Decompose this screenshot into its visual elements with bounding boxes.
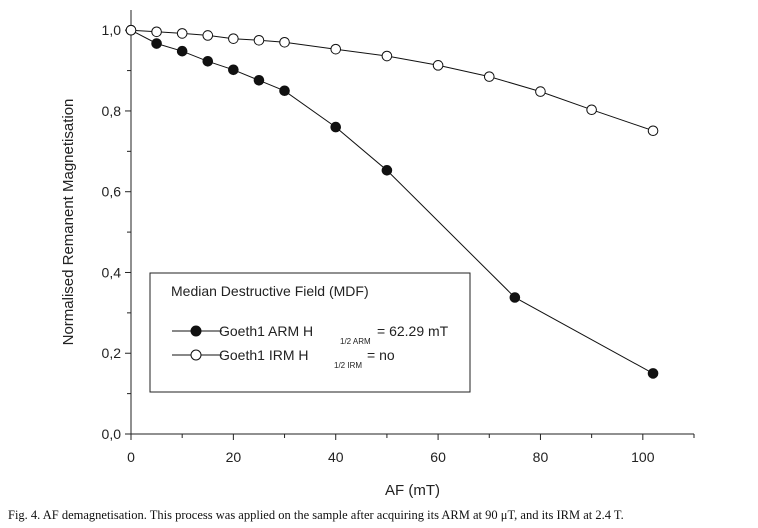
data-point — [381, 165, 393, 176]
series-irm — [125, 24, 659, 137]
data-point — [381, 50, 393, 62]
y-tick-label: 0,8 — [102, 103, 122, 119]
x-axis-title: AF (mT) — [385, 482, 440, 499]
data-point — [432, 60, 444, 71]
y-axis-title: Normalised Remanent Magnetisation — [60, 99, 77, 346]
data-point — [176, 28, 188, 39]
series-layer — [125, 24, 659, 379]
x-tick-label: 60 — [430, 449, 446, 465]
data-point — [535, 86, 546, 97]
x-tick-label: 100 — [631, 449, 655, 465]
data-point — [647, 368, 659, 379]
y-tick-label: 0,0 — [102, 426, 122, 442]
data-point — [330, 43, 342, 55]
data-point — [151, 26, 162, 38]
y-tick-label: 0,4 — [102, 264, 122, 280]
data-point — [228, 33, 239, 44]
data-point — [253, 74, 265, 86]
legend-box — [149, 272, 471, 393]
series-line — [130, 29, 654, 132]
data-point — [279, 85, 290, 97]
data-point — [279, 37, 290, 48]
legend-irm-value: = no — [367, 347, 395, 363]
legend-title: Median Destructive Field (MDF) — [171, 283, 369, 299]
data-point — [330, 121, 342, 133]
y-tick-label: 0,2 — [102, 345, 122, 361]
data-point — [509, 292, 521, 303]
data-point — [253, 34, 265, 46]
data-point — [202, 55, 214, 67]
data-point — [586, 104, 597, 116]
x-tick-label: 40 — [328, 449, 344, 465]
data-point — [228, 64, 239, 76]
x-tick-label: 20 — [226, 449, 242, 465]
axes: 0 20 40 60 80 100 0,0 0,2 0,4 0,6 0,8 1,0 AF (mT) Nor… — [60, 10, 695, 499]
data-point — [125, 24, 137, 36]
y-tick-label: 1,0 — [102, 22, 122, 38]
data-point — [483, 71, 495, 82]
legend-arm-label: Goeth1 ARM H — [219, 323, 313, 339]
legend-irm-subscript: 1/2 IRM — [334, 361, 362, 370]
x-tick-label: 80 — [533, 449, 549, 465]
figure-caption: Fig. 4. AF demagnetisation. This process… — [8, 508, 624, 522]
data-point — [151, 38, 162, 49]
legend-irm-label: Goeth1 IRM H — [219, 347, 308, 363]
chart: 0 20 40 60 80 100 0,0 0,2 0,4 0,6 0,8 1,0 AF (mT) Nor… — [60, 10, 695, 499]
legend: Median Destructive Field (MDF) Goeth1 AR… — [149, 272, 471, 393]
y-tick-label: 0,6 — [102, 184, 122, 200]
data-point — [647, 125, 659, 137]
legend-arm-subscript: 1/2 ARM — [340, 337, 371, 346]
data-point — [176, 45, 188, 57]
legend-arm-marker — [190, 325, 202, 337]
data-point — [202, 30, 214, 41]
legend-arm-value: = 62.29 mT — [377, 323, 449, 339]
legend-irm-marker — [190, 349, 202, 361]
x-tick-label: 0 — [127, 449, 135, 465]
